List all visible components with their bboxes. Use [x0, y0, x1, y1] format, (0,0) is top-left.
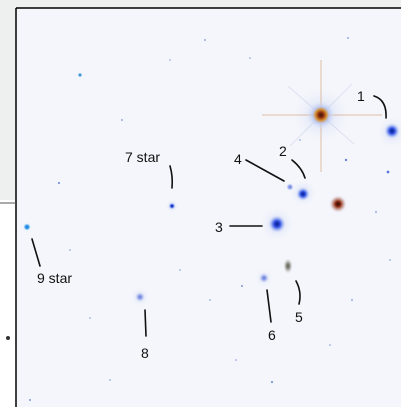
red-star	[329, 195, 347, 213]
leader-2	[291, 159, 306, 179]
label-7: 7 star	[125, 149, 160, 165]
label-5: 5	[295, 309, 303, 325]
object-2	[289, 179, 317, 207]
object-1	[376, 116, 401, 148]
leader-lines	[31, 95, 387, 337]
leader-4	[245, 159, 285, 182]
object-9-star	[23, 223, 31, 231]
object-3	[259, 206, 295, 242]
label-9: 9 star	[37, 270, 72, 286]
label-3: 3	[215, 219, 223, 235]
bullet-dot	[6, 336, 10, 340]
leader-1	[373, 95, 387, 119]
leader-9	[31, 238, 41, 267]
object-7-star	[165, 199, 179, 213]
leader-8	[144, 309, 147, 337]
field-stars	[29, 37, 391, 401]
label-6: 6	[268, 327, 276, 343]
object-8	[130, 287, 150, 307]
bright-star	[262, 60, 382, 172]
leader-7	[169, 165, 174, 189]
object-5	[283, 258, 293, 274]
leader-5	[295, 280, 301, 305]
leader-6	[266, 289, 272, 323]
label-8: 8	[141, 345, 149, 361]
label-2: 2	[279, 143, 287, 159]
label-4: 4	[234, 151, 242, 167]
object-4	[286, 183, 294, 191]
object-6	[255, 269, 273, 287]
label-1: 1	[357, 88, 365, 104]
